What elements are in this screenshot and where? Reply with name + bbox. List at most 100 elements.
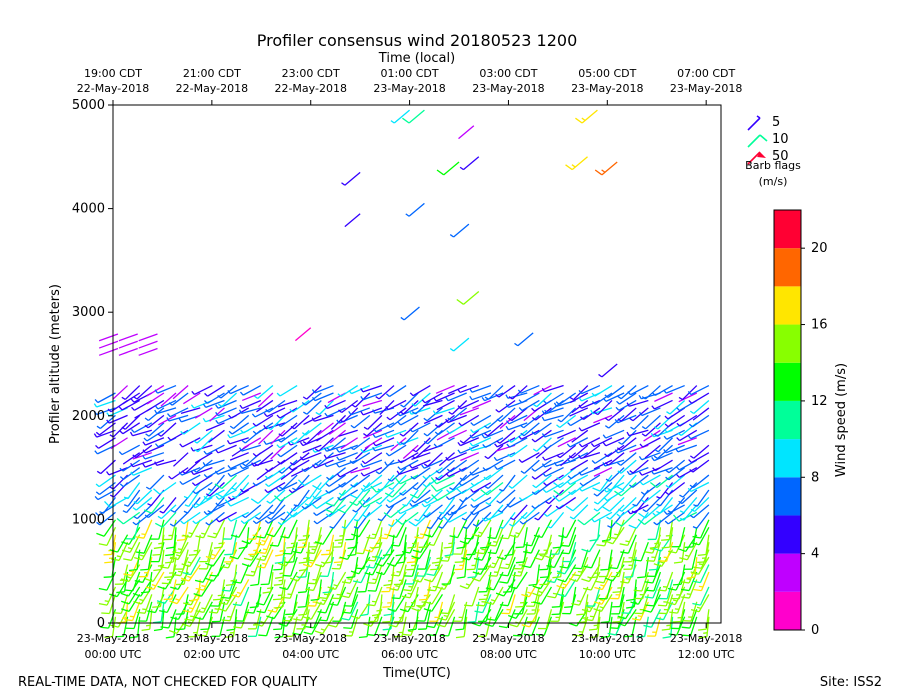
barb-full-flag	[583, 565, 592, 569]
barb-shaft	[390, 534, 395, 555]
barb-half-flag	[506, 420, 510, 425]
barb-shaft	[197, 437, 213, 453]
barb-full-flag	[424, 601, 433, 605]
barb-shaft	[608, 452, 625, 466]
barb-full-flag	[444, 554, 453, 557]
wind-barb	[410, 467, 431, 480]
wind-barb	[256, 399, 274, 413]
barb-shaft	[629, 399, 649, 407]
barb-shaft	[628, 429, 649, 437]
barb-shaft	[280, 467, 298, 481]
wind-barb	[681, 579, 698, 599]
barb-full-flag	[352, 580, 362, 584]
barb-full-flag	[98, 602, 108, 606]
barb-shaft	[435, 392, 455, 402]
wind-barb	[98, 340, 119, 349]
wind-barb	[204, 384, 225, 397]
barb-shaft	[242, 384, 262, 396]
barb-half-flag	[458, 468, 463, 472]
wind-barb	[146, 392, 165, 405]
barb-full-flag	[152, 553, 161, 556]
barb-half-flag	[693, 504, 698, 507]
barb-half-flag	[591, 392, 596, 397]
barb-half-flag	[301, 432, 306, 436]
barb-half-flag	[371, 600, 377, 603]
barb-shaft	[378, 385, 395, 400]
wind-barb	[342, 594, 359, 614]
barb-full-flag	[350, 570, 360, 575]
barb-half-flag	[446, 430, 451, 434]
barb-half-flag	[386, 424, 391, 429]
barb-shaft	[374, 616, 383, 636]
barb-full-flag	[366, 633, 375, 637]
barb-half-flag	[252, 430, 257, 435]
wind-barb	[194, 601, 213, 620]
wind-barb	[665, 467, 686, 481]
barb-shaft	[438, 422, 455, 436]
barb-shaft	[568, 534, 577, 554]
wind-barb	[229, 414, 250, 430]
barb-half-flag	[241, 439, 246, 444]
wind-barb	[394, 474, 419, 485]
wind-barb	[533, 384, 552, 396]
barb-half-flag	[201, 607, 206, 610]
wind-barb	[423, 489, 443, 504]
barb-shaft	[365, 489, 383, 504]
barb-full-flag	[653, 563, 662, 568]
wind-barb	[436, 609, 456, 628]
barb-full-flag	[181, 563, 190, 568]
barb-half-flag	[436, 557, 441, 560]
wind-barb	[278, 459, 298, 474]
wind-barb	[232, 564, 250, 584]
barb-shaft	[635, 511, 649, 529]
barb-full-flag	[172, 573, 181, 577]
wind-barb	[496, 489, 516, 504]
wind-barb	[364, 556, 383, 576]
wind-barb	[617, 407, 637, 422]
barb-shaft	[438, 459, 455, 474]
barb-full-flag	[642, 609, 652, 613]
barb-half-flag	[665, 491, 670, 496]
barb-shaft	[548, 489, 565, 505]
barb-half-flag	[121, 426, 126, 430]
barb-full-flag	[194, 616, 203, 620]
barb-shaft	[496, 452, 516, 462]
barb-shaft	[436, 437, 455, 448]
wind-barb	[698, 609, 710, 631]
barb-shaft	[544, 459, 564, 468]
barb-half-flag	[175, 554, 181, 557]
barb-shaft	[484, 511, 504, 522]
barb-half-flag	[659, 561, 665, 564]
barb-half-flag	[614, 419, 619, 424]
barb-full-flag	[364, 572, 373, 576]
barb-half-flag	[496, 500, 501, 504]
wind-barb	[523, 534, 540, 554]
barb-half-flag	[350, 483, 355, 488]
barb-half-flag	[601, 169, 606, 173]
barb-shaft	[375, 429, 395, 439]
barb-shaft	[363, 481, 383, 493]
barb-full-flag	[128, 568, 138, 572]
colorbar-tick-label: 0	[811, 623, 819, 638]
barb-half-flag	[591, 460, 596, 464]
barb-full-flag	[153, 568, 162, 572]
wind-barb	[690, 496, 710, 513]
barb-shaft	[238, 519, 250, 538]
barb-full-flag	[607, 632, 616, 636]
barb-full-flag	[592, 487, 601, 492]
barb-full-flag	[456, 298, 464, 305]
wind-barb	[470, 474, 492, 487]
barb-shaft	[389, 414, 407, 429]
barb-full-flag	[292, 632, 301, 636]
barb-shaft	[403, 306, 420, 321]
barb-full-flag	[209, 574, 218, 577]
barb-full-flag	[630, 601, 639, 605]
barb-half-flag	[227, 465, 232, 470]
wind-barb	[257, 392, 274, 408]
wind-barb	[598, 363, 618, 378]
wind-barb	[665, 459, 686, 474]
barb-shaft	[618, 594, 625, 614]
barb-shaft	[277, 399, 298, 408]
barb-full-flag	[484, 623, 493, 628]
wind-barb	[329, 511, 347, 529]
